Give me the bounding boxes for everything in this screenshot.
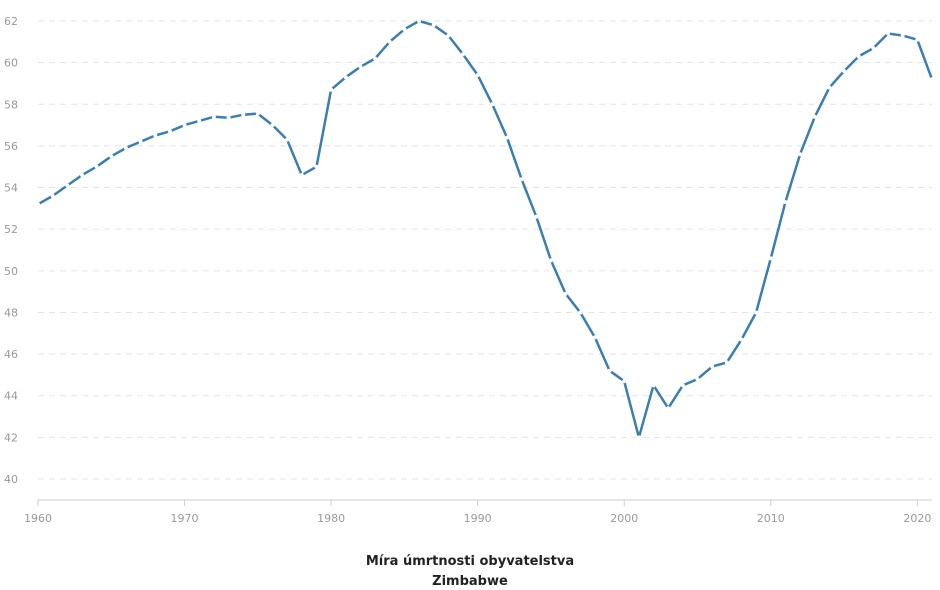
data-point[interactable] xyxy=(387,39,392,44)
data-point[interactable] xyxy=(402,27,407,32)
data-point[interactable] xyxy=(636,435,641,440)
y-tick-label: 56 xyxy=(4,140,18,153)
data-point[interactable] xyxy=(241,112,246,117)
data-point[interactable] xyxy=(578,310,583,315)
data-point[interactable] xyxy=(475,73,480,78)
data-point[interactable] xyxy=(798,152,803,157)
y-tick-label: 62 xyxy=(4,15,18,28)
x-tick-label: 2000 xyxy=(610,512,638,525)
data-point[interactable] xyxy=(226,115,231,120)
x-tick-label: 1990 xyxy=(464,512,492,525)
data-point[interactable] xyxy=(519,177,524,182)
y-tick-label: 42 xyxy=(4,431,18,444)
x-tick-label: 1970 xyxy=(171,512,199,525)
data-point[interactable] xyxy=(255,111,260,116)
data-point[interactable] xyxy=(167,129,172,134)
grid-lines xyxy=(38,20,932,480)
data-point[interactable] xyxy=(314,164,319,169)
data-point[interactable] xyxy=(856,54,861,59)
data-point[interactable] xyxy=(710,364,715,369)
data-point[interactable] xyxy=(373,56,378,61)
x-tick-label: 1960 xyxy=(24,512,52,525)
data-point[interactable] xyxy=(211,114,216,119)
data-point[interactable] xyxy=(622,379,627,384)
data-point[interactable] xyxy=(592,335,597,340)
data-point[interactable] xyxy=(94,164,99,169)
data-point[interactable] xyxy=(431,23,436,28)
data-point[interactable] xyxy=(842,68,847,73)
x-tick-label: 1980 xyxy=(317,512,345,525)
data-point[interactable] xyxy=(153,133,158,138)
data-point[interactable] xyxy=(79,173,84,178)
data-point[interactable] xyxy=(666,406,671,411)
data-point[interactable] xyxy=(65,183,70,188)
y-tick-label: 40 xyxy=(4,473,18,486)
data-point[interactable] xyxy=(548,258,553,263)
data-point[interactable] xyxy=(915,37,920,42)
y-tick-label: 44 xyxy=(4,390,18,403)
x-tick-label: 2010 xyxy=(757,512,785,525)
data-point[interactable] xyxy=(724,360,729,365)
data-point[interactable] xyxy=(123,145,128,150)
data-point[interactable] xyxy=(754,310,759,315)
y-tick-label: 52 xyxy=(4,223,18,236)
data-point[interactable] xyxy=(329,87,334,92)
data-point[interactable] xyxy=(504,135,509,140)
data-point[interactable] xyxy=(461,52,466,57)
data-point[interactable] xyxy=(563,291,568,296)
data-point[interactable] xyxy=(417,19,422,23)
data-point[interactable] xyxy=(695,377,700,382)
data-point[interactable] xyxy=(812,114,817,119)
chart-title: Míra úmrtnosti obyvatelstva xyxy=(365,554,575,569)
data-point[interactable] xyxy=(783,200,788,205)
series-line xyxy=(37,19,934,439)
y-tick-label: 60 xyxy=(4,57,18,70)
data-point[interactable] xyxy=(871,46,876,51)
data-point[interactable] xyxy=(270,123,275,128)
data-point[interactable] xyxy=(607,368,612,373)
y-tick-label: 54 xyxy=(4,182,18,195)
data-point[interactable] xyxy=(197,118,202,123)
y-tick-label: 46 xyxy=(4,348,18,361)
y-tick-label: 48 xyxy=(4,306,18,319)
y-tick-label: 50 xyxy=(4,265,18,278)
data-point[interactable] xyxy=(930,77,934,82)
data-point[interactable] xyxy=(109,154,114,159)
data-point[interactable] xyxy=(651,383,656,388)
data-point[interactable] xyxy=(768,256,773,261)
data-point[interactable] xyxy=(900,33,905,38)
data-point[interactable] xyxy=(182,123,187,128)
axes: 40 42 44 46 48 50 52 54 56 58 60 62 1960 1970 1980 1990… xyxy=(4,15,932,525)
data-point[interactable] xyxy=(138,139,143,144)
chart-subtitle: Zimbabwe xyxy=(432,574,508,589)
data-point[interactable] xyxy=(50,193,55,198)
data-point[interactable] xyxy=(490,102,495,107)
data-point[interactable] xyxy=(446,33,451,38)
x-tick-label: 2020 xyxy=(903,512,931,525)
data-point[interactable] xyxy=(358,64,363,69)
data-point[interactable] xyxy=(534,214,539,219)
data-point[interactable] xyxy=(36,202,40,207)
series-layer xyxy=(36,19,934,440)
data-point[interactable] xyxy=(680,383,685,388)
data-point[interactable] xyxy=(285,137,290,142)
data-point[interactable] xyxy=(886,31,891,36)
data-point[interactable] xyxy=(299,173,304,178)
y-tick-label: 58 xyxy=(4,98,18,111)
data-point[interactable] xyxy=(739,337,744,342)
data-point[interactable] xyxy=(827,85,832,90)
data-point[interactable] xyxy=(343,75,348,80)
